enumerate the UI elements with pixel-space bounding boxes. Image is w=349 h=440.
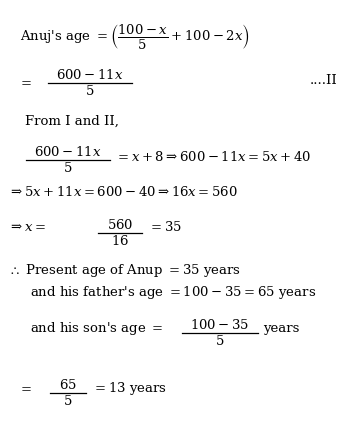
Text: $16$: $16$ [111,234,129,248]
Text: $5$: $5$ [63,161,73,175]
Text: Anuj's age $= \left(\dfrac{100-x}{5}+100-2x\right)$: Anuj's age $= \left(\dfrac{100-x}{5}+100… [20,22,250,51]
Text: $5$: $5$ [63,394,73,408]
Text: $= 13$ years: $= 13$ years [92,379,167,396]
Text: $=$: $=$ [18,75,32,88]
Text: years: years [263,322,299,334]
Text: $560$: $560$ [107,218,133,232]
Text: From I and II,: From I and II, [25,115,119,128]
Text: and his father's age $= 100 - 35 = 65$ years: and his father's age $= 100 - 35 = 65$ y… [30,283,316,301]
Text: $5$: $5$ [215,334,225,348]
Text: $100 - 35$: $100 - 35$ [191,318,250,332]
Text: $\Rightarrow 5x + 11x = 600 - 40 \Rightarrow 16x = 560$: $\Rightarrow 5x + 11x = 600 - 40 \Righta… [8,185,238,199]
Text: $=$: $=$ [18,381,32,395]
Text: $65$: $65$ [59,378,77,392]
Text: $\Rightarrow x = $: $\Rightarrow x = $ [8,220,46,234]
Text: $= x + 8 \Rightarrow 600 - 11x = 5x + 40$: $= x + 8 \Rightarrow 600 - 11x = 5x + 40… [115,150,311,164]
Text: $= 35$: $= 35$ [148,220,182,234]
Text: and his son's age $=$: and his son's age $=$ [30,319,163,337]
Text: $5$: $5$ [85,84,95,98]
Text: $600 - 11x$: $600 - 11x$ [56,68,124,82]
Text: $600 - 11x$: $600 - 11x$ [34,145,102,159]
Text: $\therefore$ Present age of Anup $= 35$ years: $\therefore$ Present age of Anup $= 35$ … [8,261,241,279]
Text: ....II: ....II [310,73,338,87]
